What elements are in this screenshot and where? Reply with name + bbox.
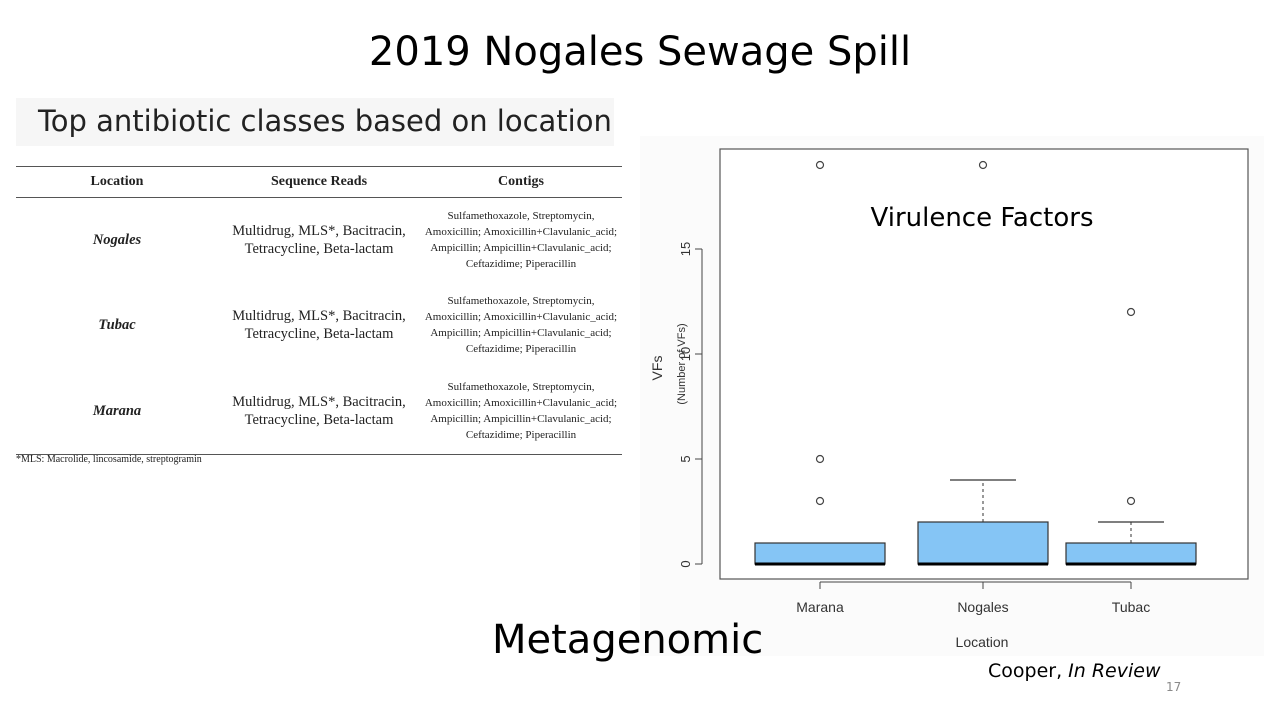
y-tick-label: 5 <box>678 455 693 462</box>
contigs-cell: Sulfamethoxazole, Streptomycin, Amoxicil… <box>420 198 622 283</box>
contigs-line: Ampicillin; Ampicillin+Clavulanic_acid; <box>430 327 612 339</box>
column-header-sequence-reads: Sequence Reads <box>218 166 420 198</box>
contigs-line: Amoxicillin; Amoxicillin+Clavulanic_acid… <box>424 397 618 409</box>
column-header-location: Location <box>16 166 218 198</box>
location-cell: Nogales <box>92 231 142 248</box>
slide-title: 2019 Nogales Sewage Spill <box>368 29 912 75</box>
box-tubac <box>1065 542 1197 565</box>
contigs-cell: Sulfamethoxazole, Streptomycin, Amoxicil… <box>420 282 622 368</box>
metagenomic-caption: Metagenomic <box>492 617 764 663</box>
reads-line: Multidrug, MLS*, Bacitracin, <box>232 394 406 410</box>
contigs-line: Ampicillin; Ampicillin+Clavulanic_acid; <box>430 242 612 254</box>
table-row: Nogales Multidrug, MLS*, Bacitracin, Tet… <box>16 198 622 283</box>
y-axis-sublabel: (Number of VFs) <box>676 323 688 404</box>
sequence-reads-cell: Multidrug, MLS*, Bacitracin, Tetracyclin… <box>218 368 420 455</box>
contigs-line: Ceftazidime; Piperacillin <box>465 258 577 270</box>
y-tick-label: 0 <box>678 560 693 567</box>
x-tick-label: Marana <box>796 599 844 615</box>
location-cell: Marana <box>16 368 218 455</box>
contigs-line: Ceftazidime; Piperacillin <box>465 343 577 355</box>
table-row: Tubac Multidrug, MLS*, Bacitracin, Tetra… <box>16 282 622 368</box>
reads-line: Multidrug, MLS*, Bacitracin, <box>232 223 406 239</box>
table-heading: Top antibiotic classes based on location <box>16 98 614 146</box>
box-marana <box>754 542 886 565</box>
table-header-row: Location Sequence Reads Contigs <box>16 166 622 198</box>
contigs-line: Amoxicillin; Amoxicillin+Clavulanic_acid… <box>424 311 618 323</box>
location-cell: Tubac <box>98 316 136 333</box>
contigs-cell: Sulfamethoxazole, Streptomycin, Amoxicil… <box>420 368 622 455</box>
x-axis-label: Location <box>956 634 1009 650</box>
contigs-line: Ampicillin; Ampicillin+Clavulanic_acid; <box>430 413 612 425</box>
contigs-line: Sulfamethoxazole, Streptomycin, <box>447 381 595 393</box>
y-tick-label: 10 <box>678 347 693 361</box>
plot-frame <box>719 148 1249 580</box>
y-tick-label: 15 <box>678 242 693 256</box>
citation-status: In Review <box>1068 660 1161 682</box>
x-tick-label: Nogales <box>957 599 1008 615</box>
table-row: Marana Multidrug, MLS*, Bacitracin, Tetr… <box>16 368 622 455</box>
box-nogales <box>917 521 1049 565</box>
outlier-point <box>1126 496 1136 506</box>
outlier-point <box>815 496 825 506</box>
chart-title: Virulence Factors <box>871 203 1094 233</box>
antibiotic-table-panel: Top antibiotic classes based on location… <box>16 98 624 478</box>
citation-author: Cooper, <box>988 660 1063 682</box>
x-tick-label: Tubac <box>1112 599 1150 615</box>
sequence-reads-cell: Multidrug, MLS*, Bacitracin, Tetracyclin… <box>218 282 420 368</box>
antibiotic-classes-table: Location Sequence Reads Contigs Nogales … <box>16 166 622 455</box>
reads-line: Tetracycline, Beta-lactam <box>244 326 394 342</box>
contigs-line: Sulfamethoxazole, Streptomycin, <box>447 210 595 222</box>
outlier-point <box>1126 307 1136 317</box>
outlier-point <box>815 454 825 464</box>
contigs-line: Ceftazidime; Piperacillin <box>465 429 577 441</box>
virulence-factors-boxplot: Virulence Factors Location VFs (Number o… <box>640 136 1264 656</box>
contigs-line: Amoxicillin; Amoxicillin+Clavulanic_acid… <box>424 226 618 238</box>
outlier-point <box>815 160 825 170</box>
column-header-contigs: Contigs <box>420 166 622 198</box>
y-axis-label: VFs <box>649 356 665 381</box>
reads-line: Tetracycline, Beta-lactam <box>244 241 394 257</box>
sequence-reads-cell: Multidrug, MLS*, Bacitracin, Tetracyclin… <box>218 198 420 283</box>
reads-line: Tetracycline, Beta-lactam <box>244 412 394 428</box>
citation: Cooper, In Review <box>988 660 1161 682</box>
slide-number: 17 <box>1166 680 1182 694</box>
table-footnote: *MLS: Macrolide, lincosamide, streptogra… <box>16 454 202 465</box>
contigs-line: Sulfamethoxazole, Streptomycin, <box>447 295 595 307</box>
outlier-point <box>978 160 988 170</box>
chart-marks: 0 5 10 15 Marana Nogales Tubac <box>678 160 1197 615</box>
reads-line: Multidrug, MLS*, Bacitracin, <box>232 308 406 324</box>
